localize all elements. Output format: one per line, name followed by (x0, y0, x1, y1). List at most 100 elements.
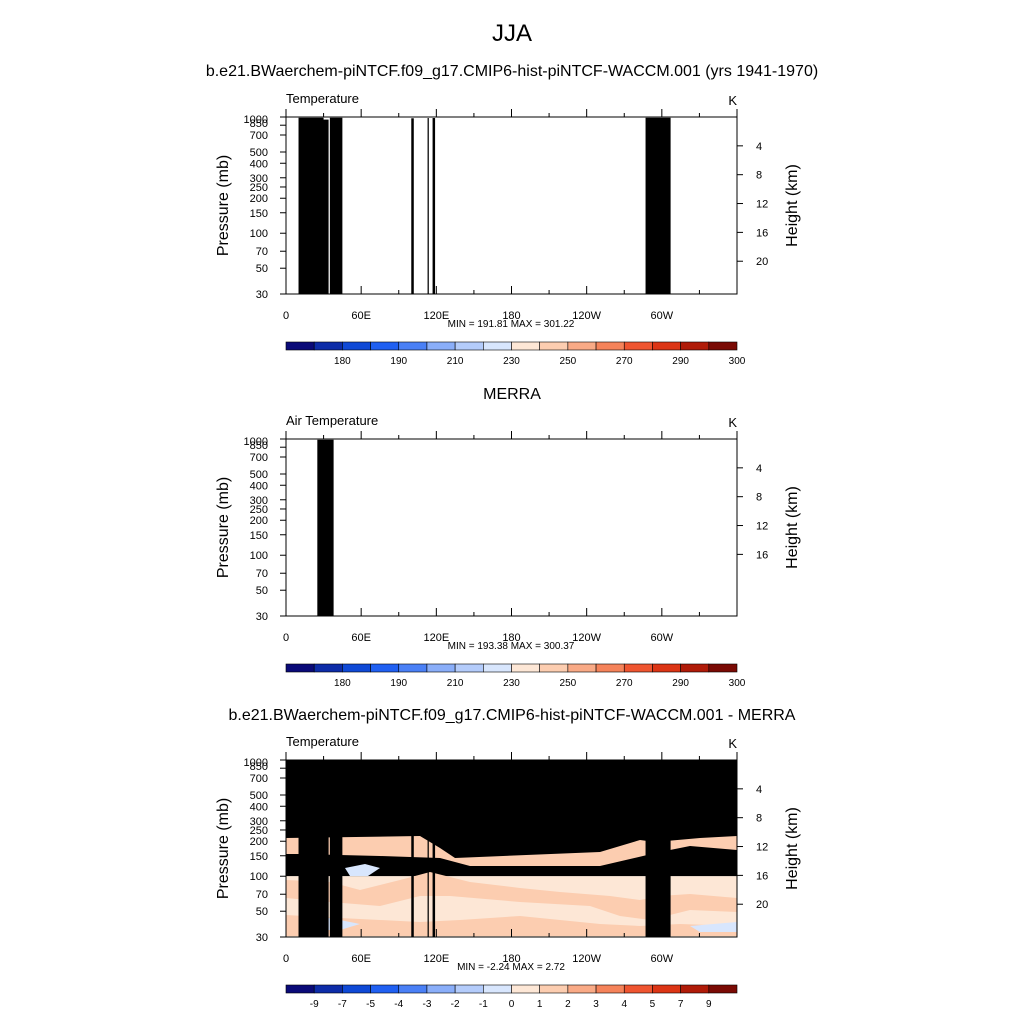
panel-2-title: MERRA (483, 386, 541, 403)
colorbar-swatch (483, 341, 512, 351)
colorbar-swatch (567, 984, 597, 994)
x-tick-label: 0 (283, 632, 289, 644)
y-tick-label-pressure: 500 (250, 147, 268, 159)
y-tick-label-pressure: 850 (250, 761, 268, 773)
units-label: K (728, 415, 737, 430)
topography (321, 762, 329, 937)
colorbar-label: 180 (334, 356, 351, 367)
colorbar-swatch (342, 341, 371, 351)
y-tick-label-height: 8 (756, 492, 762, 504)
x-tick-label: 120W (572, 632, 601, 644)
y-tick-label-pressure: 70 (256, 889, 268, 901)
colorbar-swatch (370, 984, 400, 994)
colorbar-swatch (285, 984, 315, 994)
y-tick-label-pressure: 250 (250, 825, 268, 837)
y-axis-label-pressure: Pressure (mb) (215, 798, 232, 899)
min-max-stats: MIN = -2.24 MAX = 2.72 (457, 962, 565, 973)
y-tick-label-pressure: 100 (250, 228, 268, 240)
colorbar-swatch (342, 984, 371, 994)
colorbar-label: 250 (560, 356, 577, 367)
y-tick-label-height: 12 (756, 521, 768, 533)
difference-contour (286, 836, 737, 866)
topography (427, 761, 429, 937)
colorbar-label: 180 (334, 678, 351, 689)
topography (329, 117, 343, 295)
y-tick-label-height: 16 (756, 227, 768, 239)
difference-contour (345, 864, 380, 876)
panel-1-title: b.e21.BWaerchem-piNTCF.f09_g17.CMIP6-his… (205, 63, 819, 80)
panel-3: 0 60E 120E 180 120W 60W3050701001502002503004… (215, 734, 801, 1010)
colorbar-label: 270 (616, 678, 633, 689)
panel-3-title: b.e21.BWaerchem-piNTCF.f09_g17.CMIP6-his… (228, 707, 796, 724)
y-tick-label-pressure: 200 (250, 836, 268, 848)
y-tick-label-pressure: 30 (256, 289, 268, 301)
colorbar-swatch (370, 341, 400, 351)
colorbar-swatch (652, 663, 681, 673)
colorbar-label: 0 (509, 999, 515, 1010)
colorbar-swatch (342, 663, 371, 673)
y-tick-label-height: 16 (756, 549, 768, 561)
colorbar-swatch (313, 663, 343, 673)
panel-1: 0 60E 120E 180 120W 60W3050701001502002503004… (215, 91, 801, 367)
colorbar-swatch (595, 663, 625, 673)
x-tick-label: 60W (651, 953, 674, 965)
y-tick-label-pressure: 70 (256, 246, 268, 258)
y-tick-label-height: 20 (756, 899, 768, 911)
colorbar-label: -1 (479, 999, 488, 1010)
colorbar-swatch (426, 341, 456, 351)
y-tick-label-pressure: 150 (250, 851, 268, 863)
y-tick-label-pressure: 50 (256, 263, 268, 275)
colorbar-label: 7 (678, 999, 684, 1010)
colorbar-swatch (426, 984, 456, 994)
colorbar-swatch (708, 663, 738, 673)
y-tick-label-height: 20 (756, 256, 768, 268)
y-tick-label-height: 12 (756, 199, 768, 211)
x-tick-label: 120W (572, 953, 601, 965)
colorbar-swatch (285, 663, 315, 673)
topography (411, 761, 414, 937)
topography (329, 760, 343, 937)
topography (298, 117, 324, 295)
y-tick-label-pressure: 500 (250, 790, 268, 802)
colorbar-label: 190 (390, 678, 407, 689)
y-tick-label-pressure: 70 (256, 568, 268, 580)
y-tick-label-pressure: 250 (250, 182, 268, 194)
units-label: K (728, 736, 737, 751)
y-axis-label-height: Height (km) (784, 486, 801, 569)
colorbar-label: 210 (447, 356, 464, 367)
colorbar-swatch (680, 341, 710, 351)
y-tick-label-pressure: 1000 (244, 436, 268, 448)
y-tick-label-pressure: 150 (250, 208, 268, 220)
y-tick-label-pressure: 400 (250, 801, 268, 813)
min-max-stats: MIN = 191.81 MAX = 301.22 (448, 319, 575, 330)
colorbar-swatch (595, 341, 625, 351)
y-axis-label-height: Height (km) (784, 807, 801, 890)
x-tick-label: 60E (351, 632, 371, 644)
y-tick-label-pressure: 50 (256, 585, 268, 597)
colorbar-swatch (398, 984, 428, 994)
colorbar-swatch (680, 663, 710, 673)
x-tick-label: 120E (423, 632, 449, 644)
y-tick-label-pressure: 700 (250, 773, 268, 785)
x-tick-label: 0 (283, 953, 289, 965)
y-tick-label-pressure: 300 (250, 495, 268, 507)
x-tick-label: 120W (572, 310, 601, 322)
difference-contour (286, 915, 737, 936)
topography (645, 760, 671, 937)
x-tick-label: 180 (502, 310, 520, 322)
topography (645, 117, 671, 295)
y-tick-label-pressure: 1000 (244, 757, 268, 769)
colorbar-swatch (567, 341, 597, 351)
colorbar-label: 230 (503, 356, 520, 367)
y-tick-label-pressure: 30 (256, 932, 268, 944)
colorbar-swatch (539, 984, 569, 994)
colorbar-label: 3 (593, 999, 599, 1010)
colorbar-swatch (454, 341, 484, 351)
colorbar-label: 230 (503, 678, 520, 689)
colorbar-swatch (454, 663, 484, 673)
x-tick-label: 180 (502, 953, 520, 965)
panel-2: 0 60E 120E 180 120W 60W3050701001502002503004… (215, 413, 801, 689)
y-tick-label-height: 4 (756, 141, 762, 153)
y-tick-label-pressure: 300 (250, 173, 268, 185)
